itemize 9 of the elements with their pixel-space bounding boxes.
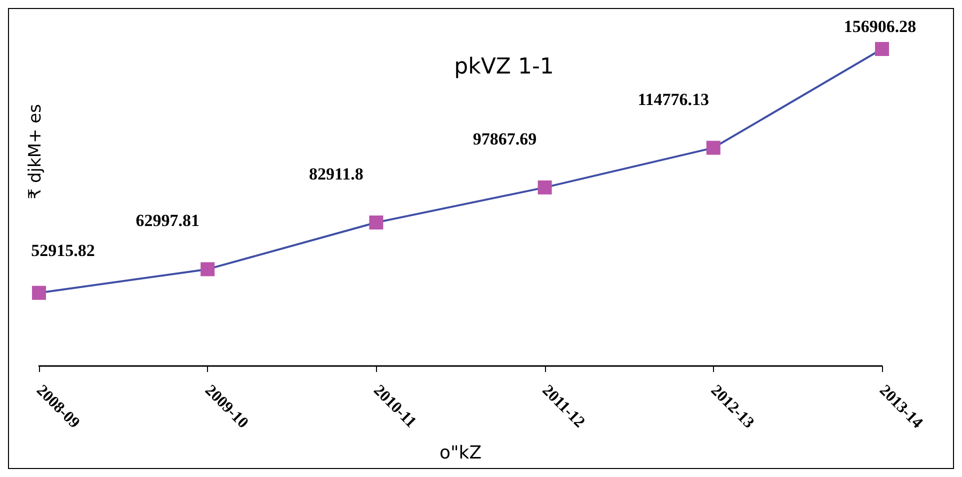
data-label: 97867.69 (472, 129, 537, 148)
data-label: 114776.13 (638, 90, 710, 109)
data-label: 52915.82 (31, 240, 95, 260)
data-label: 82911.8 (309, 164, 364, 184)
x-axis-title: o"kZ (439, 442, 482, 464)
data-label: 156906.28 (844, 17, 916, 36)
y-axis-title: ₹ djkM+ es (26, 104, 46, 200)
chart-title: pkVZ 1-1 (454, 54, 554, 80)
data-label: 62997.81 (136, 211, 200, 230)
